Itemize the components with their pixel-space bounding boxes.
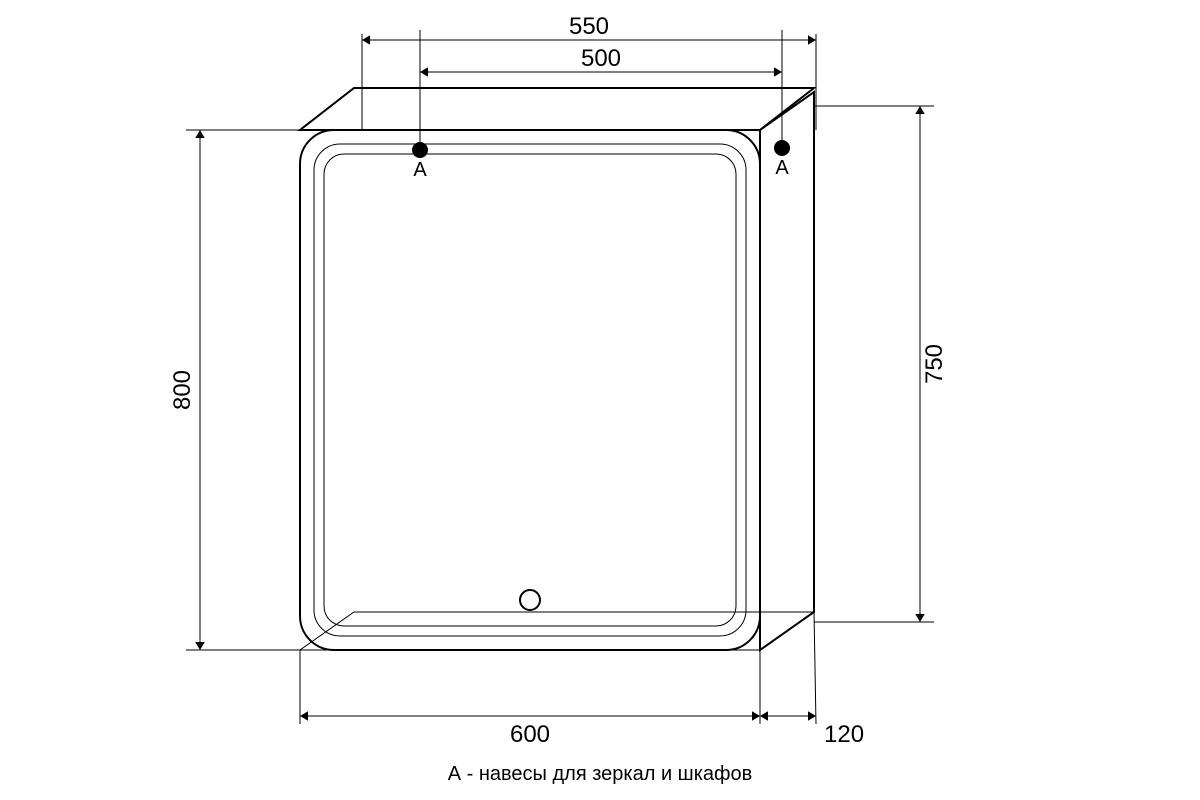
arrowhead bbox=[808, 35, 816, 45]
marker-label-A_right: A bbox=[775, 157, 789, 179]
arrowhead bbox=[915, 106, 925, 114]
marker-dot-A_left bbox=[412, 142, 428, 158]
arrowhead bbox=[915, 614, 925, 622]
arrowhead bbox=[808, 711, 816, 721]
cabinet-front-outer bbox=[300, 130, 760, 650]
marker-label-A_left: A bbox=[413, 159, 427, 181]
arrowhead bbox=[420, 67, 428, 77]
arrowhead bbox=[362, 35, 370, 45]
dim-500-value: 500 bbox=[581, 45, 621, 72]
arrowhead bbox=[195, 130, 205, 138]
arrowhead bbox=[300, 711, 308, 721]
arrowhead bbox=[774, 67, 782, 77]
dim-120-proj-r bbox=[814, 612, 816, 724]
cabinet-front-inner-1 bbox=[314, 144, 746, 636]
dim-800-value: 800 bbox=[169, 370, 196, 410]
dim-120-value: 120 bbox=[824, 721, 864, 748]
footer-note: А - навесы для зеркал и шкафов bbox=[448, 763, 752, 785]
marker-dot-A_right bbox=[774, 140, 790, 156]
dim-550-value: 550 bbox=[569, 13, 609, 40]
cabinet-top-face bbox=[300, 88, 814, 130]
dim-600-value: 600 bbox=[510, 721, 550, 748]
touch-button-icon bbox=[520, 590, 540, 610]
dim-750-value: 750 bbox=[921, 344, 948, 384]
arrowhead bbox=[760, 711, 768, 721]
cabinet-bottom-edge bbox=[300, 612, 814, 650]
cabinet-front-inner-2 bbox=[324, 154, 736, 626]
arrowhead bbox=[195, 642, 205, 650]
arrowhead bbox=[752, 711, 760, 721]
